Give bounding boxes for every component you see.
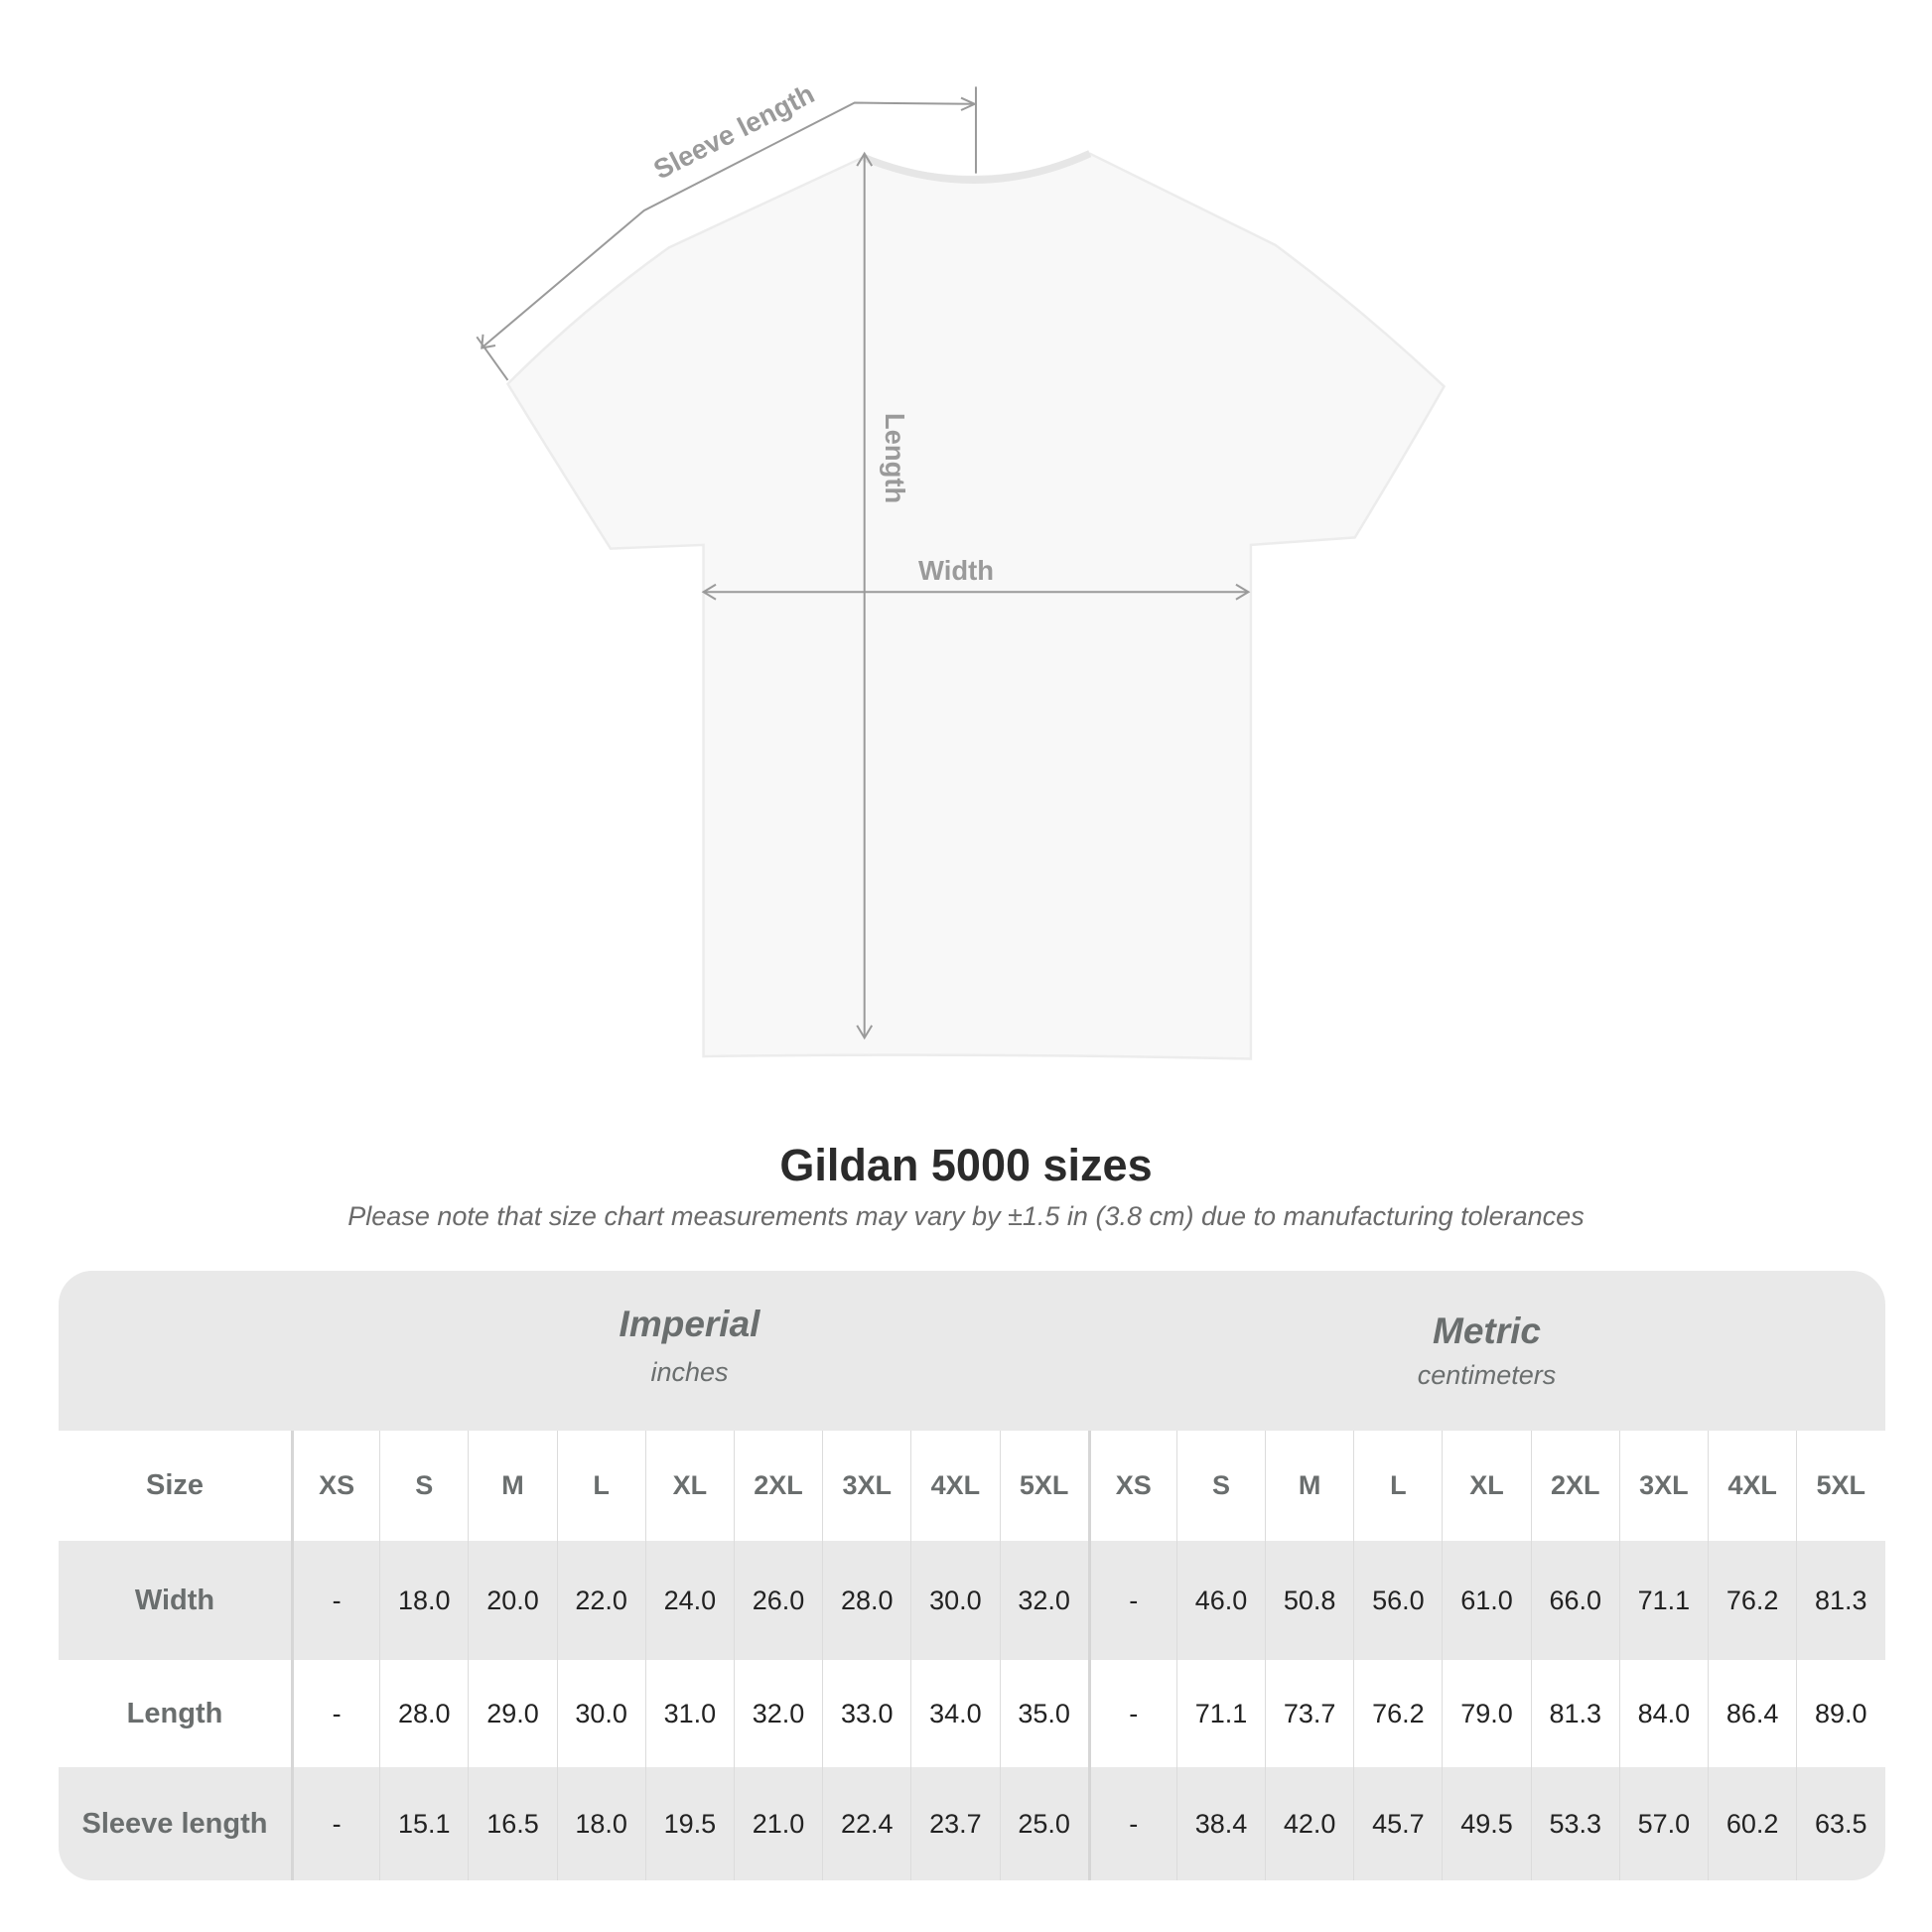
- table-cell: 24.0: [644, 1541, 734, 1660]
- table-cell: 56.0: [1353, 1541, 1442, 1660]
- size-table: Imperial inches Metric centimeters Size X…: [59, 1271, 1885, 1880]
- table-cell: 66.0: [1530, 1541, 1619, 1660]
- table-cell: 22.0: [556, 1541, 645, 1660]
- table-cell: 81.3: [1530, 1660, 1619, 1767]
- table-cell: 16.5: [468, 1767, 556, 1880]
- table-cell: -: [1087, 1541, 1176, 1660]
- table-cell: 45.7: [1353, 1767, 1442, 1880]
- table-cell: 46.0: [1175, 1541, 1265, 1660]
- tolerance-note: Please note that size chart measurements…: [347, 1201, 1585, 1231]
- size-header-cell: L: [556, 1431, 645, 1541]
- table-cell: 32.0: [999, 1541, 1088, 1660]
- size-header-cell: M: [1265, 1431, 1353, 1541]
- table-cell: 42.0: [1265, 1767, 1353, 1880]
- table-cell: 28.0: [822, 1541, 910, 1660]
- table-cell: 33.0: [822, 1660, 910, 1767]
- length-dimension: [856, 151, 874, 1040]
- table-row: Sleeve length -15.1 16.5 18.0 19.5 21.0 22.4 23…: [59, 1767, 1885, 1880]
- size-header-cell: XL: [644, 1431, 734, 1541]
- table-cell: 25.0: [999, 1767, 1088, 1880]
- table-cell: 19.5: [644, 1767, 734, 1880]
- table-row: Width -18.0 20.0 22.0 24.0 26.0 28.0 30.0 32.0-4…: [59, 1541, 1885, 1660]
- table-cell: 63.5: [1796, 1767, 1884, 1880]
- table-cell: 30.0: [556, 1660, 645, 1767]
- row-label: Size: [145, 1469, 205, 1501]
- table-cell: 34.0: [910, 1660, 999, 1767]
- metric-unit: centimeters: [1417, 1360, 1557, 1390]
- imperial-header: Imperial inches: [291, 1271, 1088, 1431]
- size-header-cell: M: [468, 1431, 556, 1541]
- table-cell: 21.0: [733, 1767, 822, 1880]
- table-cell: -: [1087, 1660, 1176, 1767]
- size-header-cell: S: [1175, 1431, 1265, 1541]
- table-cell: 73.7: [1265, 1660, 1353, 1767]
- table-cell: 31.0: [644, 1660, 734, 1767]
- size-header-cell: 2XL: [733, 1431, 822, 1541]
- size-header-cell: S: [379, 1431, 468, 1541]
- table-cell: 76.2: [1353, 1660, 1442, 1767]
- table-cell: 71.1: [1175, 1660, 1265, 1767]
- table-cell: -: [291, 1660, 379, 1767]
- table-cell: 61.0: [1442, 1541, 1530, 1660]
- table-row: Length -28.0 29.0 30.0 31.0 32.0 33.0 34.0 35.0-…: [59, 1660, 1885, 1767]
- length-label: Length: [880, 413, 910, 503]
- size-header-cell: 4XL: [910, 1431, 999, 1541]
- size-header-cell: 5XL: [1796, 1431, 1884, 1541]
- metric-header: Metric centimeters: [1088, 1271, 1885, 1431]
- table-cell: 18.0: [379, 1541, 468, 1660]
- table-cell: 26.0: [733, 1541, 822, 1660]
- table-cell: 50.8: [1265, 1541, 1353, 1660]
- width-label: Width: [918, 555, 994, 586]
- imperial-title: Imperial: [619, 1304, 760, 1344]
- size-header-cell: XS: [291, 1431, 379, 1541]
- table-cell: 35.0: [999, 1660, 1088, 1767]
- table-cell: 89.0: [1796, 1660, 1884, 1767]
- table-cell: 84.0: [1618, 1660, 1708, 1767]
- table-cell: 79.0: [1442, 1660, 1530, 1767]
- sleeve-length-label: Sleeve length: [648, 78, 819, 186]
- row-label: Width: [134, 1584, 215, 1616]
- metric-title: Metric: [1433, 1311, 1541, 1351]
- imperial-unit: inches: [650, 1357, 729, 1387]
- table-cell: 38.4: [1175, 1767, 1265, 1880]
- table-cell: 86.4: [1708, 1660, 1796, 1767]
- table-cell: 53.3: [1530, 1767, 1619, 1880]
- sleeve-length-dimension: [476, 86, 978, 381]
- table-cell: 32.0: [733, 1660, 822, 1767]
- table-cell: 18.0: [556, 1767, 645, 1880]
- table-cell: 49.5: [1442, 1767, 1530, 1880]
- width-dimension: [701, 583, 1251, 601]
- table-cell: 28.0: [379, 1660, 468, 1767]
- table-cell: 15.1: [379, 1767, 468, 1880]
- size-header-cell: 3XL: [822, 1431, 910, 1541]
- table-cell: 29.0: [468, 1660, 556, 1767]
- page-title: Gildan 5000 sizes: [779, 1140, 1153, 1190]
- tshirt-shape: [505, 152, 1447, 1060]
- table-cell: -: [291, 1767, 379, 1880]
- table-cell: 76.2: [1708, 1541, 1796, 1660]
- size-header-cell: 2XL: [1530, 1431, 1619, 1541]
- size-header-cell: 3XL: [1618, 1431, 1708, 1541]
- size-header-cell: 4XL: [1708, 1431, 1796, 1541]
- table-cell: 23.7: [910, 1767, 999, 1880]
- size-header-cell: 5XL: [999, 1431, 1088, 1541]
- table-cell: 30.0: [910, 1541, 999, 1660]
- table-cell: -: [291, 1541, 379, 1660]
- table-cell: 57.0: [1618, 1767, 1708, 1880]
- row-label: Sleeve length: [81, 1807, 268, 1840]
- size-header-cell: L: [1353, 1431, 1442, 1541]
- table-cell: 20.0: [468, 1541, 556, 1660]
- size-header-cell: XS: [1087, 1431, 1176, 1541]
- table-cell: 71.1: [1618, 1541, 1708, 1660]
- size-header-cell: XL: [1442, 1431, 1530, 1541]
- table-cell: 60.2: [1708, 1767, 1796, 1880]
- size-header-row: Size XS S M L XL 2XL 3XL 4XL 5XL XS S M L XL 2XL 3XL 4XL 5…: [59, 1431, 1885, 1541]
- row-label: Length: [126, 1697, 223, 1729]
- table-cell: 81.3: [1796, 1541, 1884, 1660]
- table-cell: -: [1087, 1767, 1176, 1880]
- table-cell: 22.4: [822, 1767, 910, 1880]
